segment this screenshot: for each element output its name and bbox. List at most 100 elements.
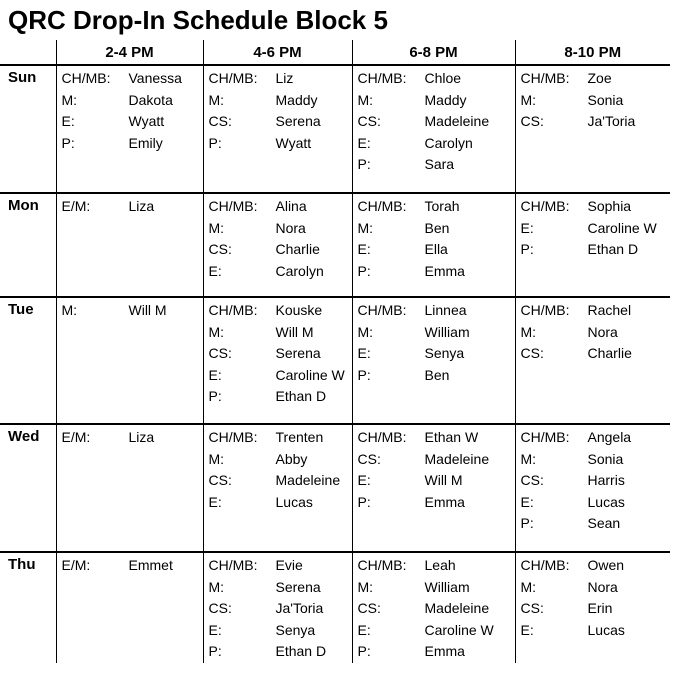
- schedule-cell-thu-0: E/M: Emmet: [55, 552, 203, 663]
- role-label: CH/MB:: [520, 557, 570, 573]
- role-label: E:: [357, 134, 371, 151]
- shift-entry: CS: Madeleine: [353, 111, 515, 133]
- shift-entry: P: Ben: [353, 365, 515, 387]
- person-name: Alina: [275, 198, 307, 214]
- shift-entry: CS: Harris: [516, 470, 671, 492]
- role-label: P:: [520, 241, 534, 257]
- shift-entry: CH/MB: Ethan W: [353, 427, 515, 449]
- role-label: P:: [61, 134, 75, 151]
- schedule-cell-sun-3: CH/MB: Zoe M: Sonia CS: Ja'Toria: [514, 65, 671, 194]
- shift-entry: P: Emma: [353, 261, 515, 283]
- role-label: CH/MB:: [357, 198, 407, 214]
- role-label: CS:: [208, 241, 232, 257]
- role-label: CS:: [520, 472, 544, 488]
- shift-entry: E: Caroline W: [516, 218, 671, 240]
- person-name: Vanessa: [128, 70, 182, 86]
- person-name: Liza: [128, 429, 155, 445]
- person-name: Serena: [275, 113, 321, 129]
- person-name: Chloe: [424, 70, 462, 86]
- role-label: P:: [208, 388, 222, 404]
- role-label: E/M:: [61, 429, 91, 445]
- shift-entry: CS: Charlie: [516, 343, 671, 365]
- person-name: Will M: [275, 323, 314, 340]
- shift-entry: M: Serena: [204, 577, 352, 599]
- shift-entry: M: Will M: [57, 300, 203, 322]
- shift-entry: CH/MB: Linnea: [353, 300, 515, 322]
- role-label: M:: [520, 323, 537, 340]
- person-name: Lucas: [587, 621, 625, 638]
- role-label: CH/MB:: [520, 302, 570, 318]
- day-label: Mon: [0, 193, 56, 298]
- shift-entry: E: Lucas: [516, 620, 671, 642]
- role-label: CH/MB:: [61, 70, 111, 86]
- header-row: 2-4 PM 4-6 PM 6-8 PM 8-10 PM: [0, 40, 670, 66]
- role-label: E:: [520, 493, 534, 510]
- person-name: Ja'Toria: [275, 600, 324, 616]
- shift-entry: P: Wyatt: [204, 133, 352, 155]
- role-label: CH/MB:: [208, 198, 258, 214]
- role-label: E:: [520, 621, 534, 638]
- person-name: Caroline W: [275, 366, 345, 383]
- time-header-8-10pm: 8-10 PM: [514, 40, 670, 66]
- shift-entry: CH/MB: Zoe: [516, 68, 671, 90]
- shift-entry: M: Nora: [516, 577, 671, 599]
- shift-entry: CH/MB: Owen: [516, 555, 671, 577]
- role-label: E:: [208, 366, 222, 383]
- role-label: E:: [357, 345, 371, 361]
- schedule-row-mon: Mon E/M: Liza CH/MB: Alina M: Nora CS: Charlie E:…: [0, 193, 671, 298]
- schedule-body: Sun CH/MB: Vanessa M: Dakota E: Wyatt P: Emily CH…: [0, 65, 670, 663]
- role-label: CH/MB:: [208, 70, 258, 86]
- role-label: M:: [520, 450, 537, 467]
- shift-entry: E/M: Liza: [57, 196, 203, 218]
- shift-entry: CS: Serena: [204, 343, 352, 365]
- person-name: Liz: [275, 70, 294, 86]
- person-name: Lucas: [587, 493, 625, 510]
- shift-entry: CS: Madeleine: [204, 470, 352, 492]
- person-name: Ethan D: [275, 388, 327, 404]
- role-label: M:: [208, 323, 225, 340]
- person-name: Carolyn: [424, 134, 473, 151]
- person-name: Liza: [128, 198, 155, 214]
- role-label: P:: [357, 643, 371, 659]
- person-name: Ethan W: [424, 429, 479, 445]
- shift-entry: P: Emma: [353, 641, 515, 663]
- person-name: William: [424, 323, 470, 340]
- person-name: Nora: [587, 323, 618, 340]
- person-name: Emily: [128, 134, 163, 151]
- day-label: Sun: [0, 65, 56, 194]
- day-label: Thu: [8, 556, 36, 573]
- schedule-table: 2-4 PM 4-6 PM 6-8 PM 8-10 PM Sun CH/MB: Va…: [0, 40, 670, 663]
- role-label: CH/MB:: [520, 70, 570, 86]
- schedule-row-sun: Sun CH/MB: Vanessa M: Dakota E: Wyatt P: Emily CH…: [0, 65, 671, 194]
- person-name: Nora: [587, 578, 618, 595]
- shift-entry: CS: Madeleine: [353, 598, 515, 620]
- person-name: Abby: [275, 450, 308, 467]
- role-label: P:: [357, 156, 371, 172]
- role-label: M:: [208, 578, 225, 595]
- person-name: Sonia: [587, 91, 624, 108]
- shift-entry: M: Ben: [353, 218, 515, 240]
- person-name: Charlie: [587, 345, 632, 361]
- role-label: E:: [208, 493, 222, 510]
- role-label: E/M:: [61, 557, 91, 573]
- shift-entry: CH/MB: Torah: [353, 196, 515, 218]
- person-name: Wyatt: [128, 113, 165, 129]
- role-label: CS:: [208, 345, 232, 361]
- person-name: Ben: [424, 219, 450, 236]
- day-label: Tue: [0, 297, 56, 425]
- time-header-4-6pm: 4-6 PM: [202, 40, 352, 66]
- role-label: CS:: [520, 600, 544, 616]
- person-name: Madeleine: [424, 600, 490, 616]
- shift-entry: E: Carolyn: [204, 261, 352, 283]
- person-name: Emma: [424, 262, 465, 279]
- shift-entry: P: Sara: [353, 154, 515, 176]
- person-name: Ella: [424, 241, 448, 257]
- person-name: Kouske: [275, 302, 323, 318]
- person-name: Caroline W: [424, 621, 494, 638]
- shift-entry: M: Maddy: [353, 90, 515, 112]
- role-label: CS:: [357, 450, 381, 467]
- shift-entry: CH/MB: Alina: [204, 196, 352, 218]
- role-label: E/M:: [61, 198, 91, 214]
- role-label: CS:: [357, 113, 381, 129]
- person-name: Sara: [424, 156, 455, 172]
